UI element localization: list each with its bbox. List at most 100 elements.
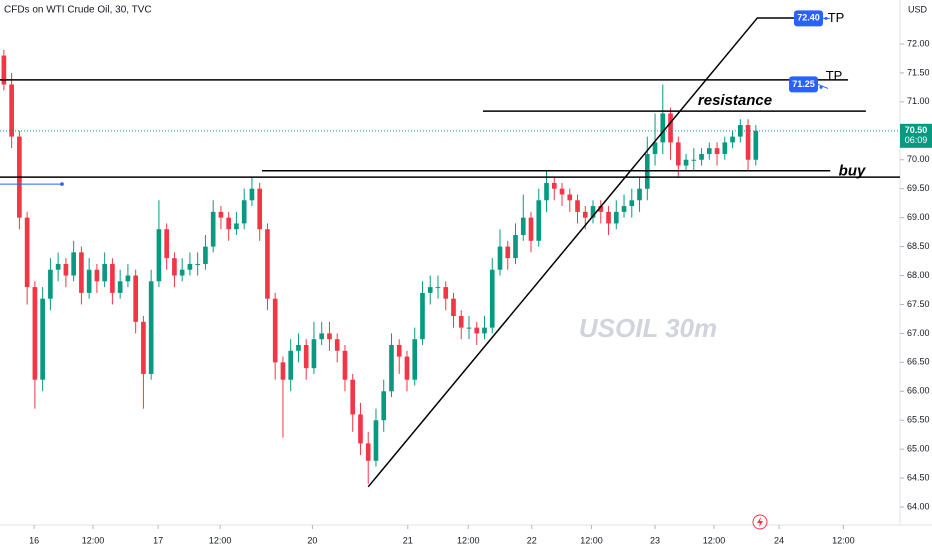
candle-body [381,391,387,421]
countdown-label: 06:09 [905,135,928,145]
target-tag [794,10,823,27]
candle-body [125,275,131,282]
candle-body [164,229,169,259]
currency: USD [908,4,928,14]
candle-body [497,246,503,270]
candle-body [637,188,642,201]
y-tick-label: 67.50 [907,299,930,309]
candle-body [567,194,573,201]
candle-body [265,229,270,299]
candle-body [303,344,309,369]
target-dot [824,16,828,20]
candle-body [40,298,45,380]
candle-body [536,200,542,241]
candle-body [48,269,53,299]
candle-body [257,188,263,230]
candle-body [443,287,449,299]
candle-body [179,269,185,276]
candle-body [373,420,379,461]
candle-body [71,252,76,276]
candle-body [195,263,200,265]
candle-body [358,414,363,444]
candle-body [319,333,325,340]
candle-body [730,136,735,143]
candle-body [272,298,278,363]
x-tick-label: 17 [153,535,163,545]
y-tick-label: 71.00 [907,96,930,106]
target-connector [817,83,829,89]
candle-body [296,344,301,351]
y-tick-label: 64.50 [907,472,930,482]
trend-line [367,17,796,488]
candle-body [396,344,402,357]
target-price: 72.40 [797,13,820,23]
y-tick-label: 66.00 [907,386,930,396]
candle-body [691,159,697,161]
y-tick-label: 72.00 [907,38,930,48]
candle-body [427,287,433,293]
candle-body [458,316,464,328]
candle-body [559,188,565,195]
candle-body [234,223,239,230]
candle-body [683,159,689,166]
target-text: TP [826,68,843,83]
x-tick-label: 12:00 [703,535,726,545]
candle-body [249,188,255,201]
candle-body [9,84,14,137]
last-price-label: 70.50 [905,125,928,135]
last-price-tag [900,123,932,148]
y-tick-label: 69.00 [907,212,930,222]
candle-body [389,344,394,392]
target-dot [819,85,823,89]
candle-body [350,379,356,415]
x-tick-label: 12:00 [457,535,480,545]
candle-body [520,217,526,236]
candle-body [218,211,224,218]
y-tick-label: 71.50 [907,67,930,77]
candle-body [590,206,596,218]
candle-body [598,206,604,212]
y-tick-label: 68.00 [907,270,930,280]
candle-body [280,362,286,380]
candle-body [551,182,557,189]
y-tick-label: 70.00 [907,154,930,164]
candle-body [722,142,728,154]
y-tick-label: 68.50 [907,241,930,251]
candle-body [365,443,371,461]
candle-body [86,269,92,293]
candle-body [699,153,704,160]
y-tick-label: 65.00 [907,444,930,454]
candle-body [148,281,154,374]
x-tick-label: 24 [774,535,784,545]
candle-body [210,211,216,247]
x-tick-label: 12:00 [82,535,105,545]
candle-body [203,246,208,264]
x-tick-label: 22 [527,535,537,545]
alert-icon[interactable] [752,514,768,530]
candle-body [652,142,658,154]
x-tick-label: 12:00 [209,535,232,545]
x-tick-label: 16 [29,535,39,545]
candle-body [94,269,100,282]
x-tick-label: 20 [307,535,317,545]
candle-body [451,298,456,317]
candle-body [404,356,410,380]
candle-body [79,252,84,293]
candle-body [55,263,61,270]
candle-body [668,113,673,143]
level-label: buy [839,163,866,180]
candle-body [241,200,247,224]
candle-body [435,287,441,289]
candle-body [226,217,232,230]
candle-body [474,327,480,334]
candle-body [141,321,146,374]
candle-body [133,275,138,322]
y-tick-label: 65.50 [907,415,930,425]
candle-body [621,206,627,212]
candle-body [582,211,588,218]
candle-body [660,113,666,143]
candle-body [1,55,7,85]
candle-body [110,263,115,293]
